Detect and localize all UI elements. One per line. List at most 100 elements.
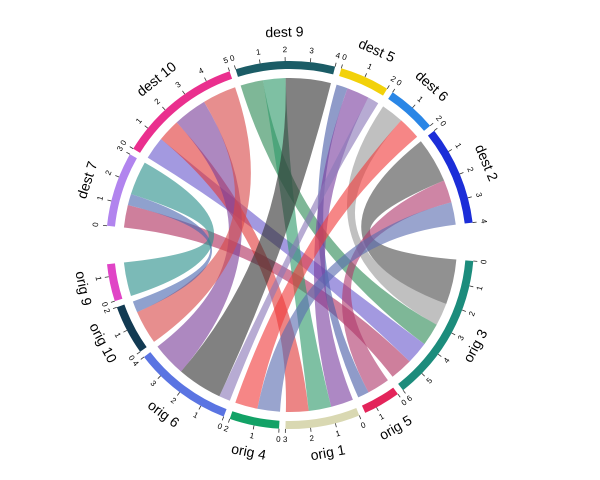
tick-label: 3 xyxy=(474,192,484,199)
tick-label: 0 xyxy=(360,420,368,430)
sector-name: orig 4 xyxy=(230,440,268,463)
sector-track xyxy=(388,92,431,131)
sector-track xyxy=(229,411,280,429)
tick-mark xyxy=(376,407,379,412)
tick-label: 1 xyxy=(366,62,374,72)
tick-label: 0 xyxy=(216,422,224,432)
tick-label: 2 xyxy=(102,307,112,315)
chord xyxy=(342,180,452,393)
chord xyxy=(137,87,251,342)
tick-mark xyxy=(136,351,141,355)
sector-name: dest 10 xyxy=(133,58,179,99)
tick-mark xyxy=(176,392,181,396)
tick-label: 2 xyxy=(389,74,398,84)
tick-label: 0 xyxy=(438,119,448,129)
tick-mark xyxy=(358,415,362,420)
tick-mark xyxy=(392,88,396,93)
tick-label: 0 xyxy=(118,138,128,147)
tick-mark xyxy=(334,423,337,428)
chord xyxy=(235,120,418,409)
tick-label: 3 xyxy=(148,379,158,389)
tick-label: 3 xyxy=(115,144,125,153)
tick-mark xyxy=(397,393,401,398)
tick-mark xyxy=(221,416,225,421)
tick-label: 1 xyxy=(475,285,485,292)
sector-name: orig 3 xyxy=(460,326,491,365)
tick-mark xyxy=(252,425,255,430)
tick-mark xyxy=(340,64,343,69)
sector-track xyxy=(116,304,147,352)
chord xyxy=(361,141,457,305)
tick-label: 3 xyxy=(174,79,183,89)
tick-mark xyxy=(469,285,474,288)
tick-mark xyxy=(334,62,337,67)
tick-mark xyxy=(433,127,438,132)
tick-mark xyxy=(162,106,166,111)
tick-label: 0 xyxy=(479,259,488,265)
tick-mark xyxy=(227,67,230,72)
chords xyxy=(123,78,457,413)
tick-label: 1 xyxy=(415,94,425,104)
chord xyxy=(219,97,379,401)
tick-label: 1 xyxy=(95,194,105,201)
tick-label: 2 xyxy=(153,96,163,106)
sector-track xyxy=(398,260,474,391)
chord xyxy=(180,78,331,397)
sector-track xyxy=(133,71,233,153)
tick-label: 1 xyxy=(113,331,123,340)
tick-mark xyxy=(204,77,207,82)
sector-name: dest 7 xyxy=(73,159,100,200)
sector-track xyxy=(285,408,360,429)
tick-label: 1 xyxy=(249,431,256,441)
tick-mark xyxy=(115,175,120,178)
sector-name: orig 1 xyxy=(309,441,347,463)
tick-label: 3 xyxy=(456,333,466,342)
tick-label: 2 xyxy=(283,45,288,54)
tick-mark xyxy=(467,196,472,199)
sector-name: orig 9 xyxy=(72,270,95,308)
tick-label: 1 xyxy=(93,276,103,282)
tick-mark xyxy=(123,329,128,333)
tick-mark xyxy=(144,125,149,129)
tick-label: 3 xyxy=(283,435,288,444)
tick-label: 0 xyxy=(127,354,137,363)
chord xyxy=(123,205,410,377)
sector-track xyxy=(107,263,123,302)
tick-label: 5 xyxy=(425,376,435,386)
sector-name: dest 5 xyxy=(356,35,398,65)
tick-mark xyxy=(461,309,467,312)
sector-track xyxy=(361,387,398,413)
tick-label: 4 xyxy=(335,51,342,61)
chord xyxy=(157,101,242,372)
tick-label: 0 xyxy=(276,435,282,444)
tick-mark xyxy=(259,59,261,64)
tick-mark xyxy=(157,375,161,379)
chord xyxy=(346,106,447,325)
tick-mark xyxy=(140,356,145,360)
tick-label: 1 xyxy=(453,141,463,150)
tick-label: 4 xyxy=(197,66,206,76)
sector-name: dest 2 xyxy=(472,142,502,184)
chord xyxy=(123,162,215,296)
tick-mark xyxy=(104,276,109,278)
tick-label: 2 xyxy=(465,166,475,174)
chord xyxy=(257,202,456,412)
tick-mark xyxy=(129,146,134,150)
tick-label: 2 xyxy=(169,396,178,406)
tick-mark xyxy=(364,73,367,78)
tick-label: 1 xyxy=(255,47,261,57)
tick-label: 2 xyxy=(223,424,231,434)
sector-track xyxy=(143,352,227,417)
tick-label: 0 xyxy=(229,53,236,63)
tick-label: 5 xyxy=(222,55,230,65)
tick-mark xyxy=(402,389,406,394)
tick-mark xyxy=(421,373,425,377)
tick-mark xyxy=(412,104,416,108)
tick-mark xyxy=(437,353,442,357)
tick-mark xyxy=(451,332,456,336)
tick-label: 0 xyxy=(395,78,404,88)
tick-mark xyxy=(112,306,117,309)
tick-mark xyxy=(386,85,390,90)
tick-label: 4 xyxy=(442,356,452,365)
